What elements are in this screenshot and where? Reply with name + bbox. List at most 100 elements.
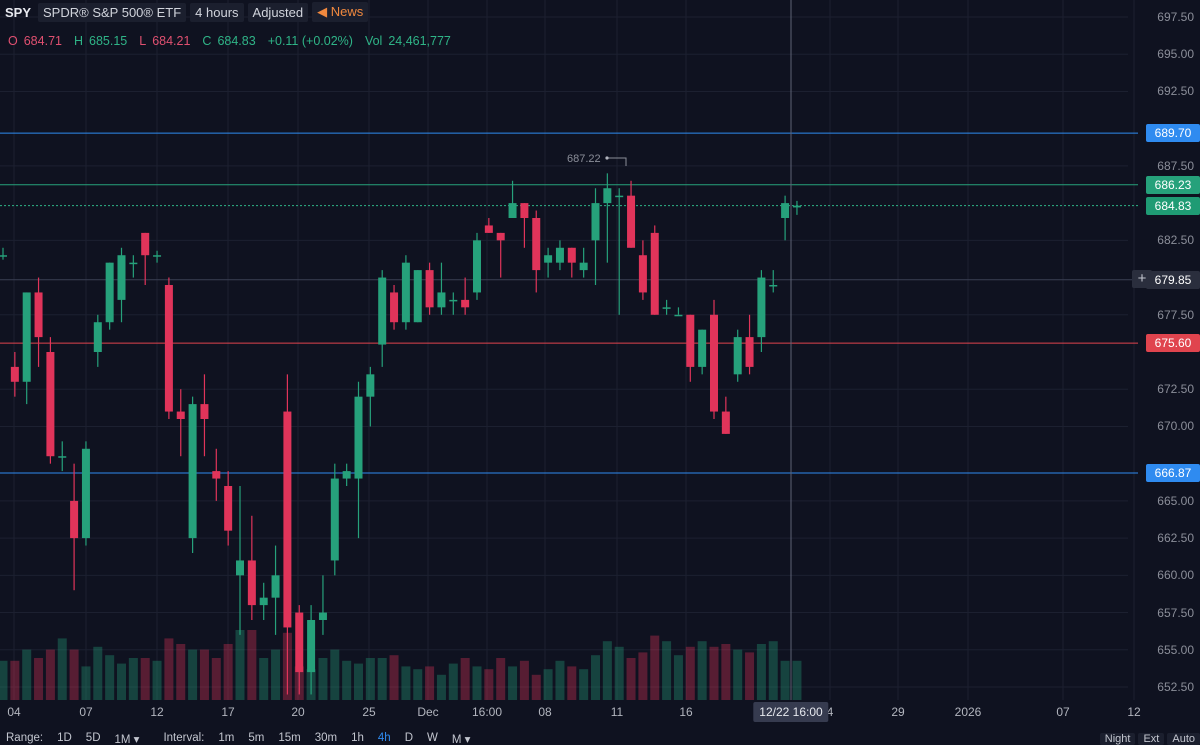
volume-bar [638,652,648,700]
volume-bar [81,666,91,700]
interval-4h[interactable]: 4h [377,732,391,744]
price-axis-label: 670.00 [1157,419,1194,434]
range-5d[interactable]: 5D [85,732,101,744]
candle-body [603,188,612,204]
candle-body [70,500,79,539]
news-button[interactable]: ◀ News [312,2,369,22]
add-alert-plus-icon[interactable]: + [1132,270,1152,288]
candle-body [164,285,173,412]
interval-1h[interactable]: 1h [351,732,364,744]
volume-bar [709,646,719,700]
volume-bar [745,652,755,700]
price-axis-label: 672.50 [1157,382,1194,397]
interval-15m[interactable]: 15m [278,732,301,744]
volume-bar [579,669,589,700]
range-label: Range: [6,732,44,744]
price-axis-label: 655.00 [1157,642,1194,657]
volume-bar [673,655,683,700]
range-1d[interactable]: 1D [57,732,72,744]
time-axis-label: 25 [362,705,376,719]
auto-toggle[interactable]: Auto [1167,733,1200,745]
volume-bar [0,660,8,700]
candle-body [555,247,564,263]
candle-body [117,255,126,300]
price-axis-label: 687.50 [1157,158,1194,173]
volume-bar [188,649,198,700]
crosshair-time-label: 12/22 16:00 [753,702,829,722]
symbol-label[interactable]: SPY [5,4,32,20]
volume-bar [721,644,731,700]
interval-30m[interactable]: 30m [314,732,338,744]
time-axis-label: 12 [1127,705,1141,719]
time-axis-label: 12 [150,705,164,719]
interval-m[interactable]: M ▾ [451,734,471,744]
candle-body [721,411,730,434]
price-axis-label: 692.50 [1157,84,1194,99]
candle-body [318,612,327,620]
candle-body [34,292,43,338]
candle-body [591,203,600,241]
candle-body [437,292,446,308]
time-axis-label: 07 [1056,705,1070,719]
high-marker-label: 687.22 [567,153,601,165]
time-axis-label: 17 [221,705,235,719]
volume-bar [199,649,209,700]
ext-toggle[interactable]: Ext [1138,733,1165,745]
open-value: 684.71 [23,34,62,48]
price-tag: 675.60 [1146,334,1200,353]
candle-body [22,292,31,382]
volume-bar [93,646,103,700]
volume-bar [377,658,387,700]
volume-bar [756,644,766,700]
candle-body [532,218,541,271]
interval-1m[interactable]: 1m [218,732,235,744]
candle-body [792,205,801,208]
volume-bar [389,655,399,700]
candle-body [567,247,576,263]
candle-body [307,620,316,673]
candle-body [757,277,766,338]
volume-bar [365,658,375,700]
volume-bar [117,663,126,700]
night-toggle[interactable]: Night [1099,733,1136,745]
candle-body [58,456,67,458]
interval-chip[interactable]: 4 hours [190,2,244,22]
interval-d[interactable]: D [404,732,413,744]
time-axis-label: 16:00 [471,705,503,719]
candle-body [662,307,671,309]
volume-bar [531,674,541,700]
interval-5m[interactable]: 5m [248,732,265,744]
volume-bar [591,655,600,700]
volume-bar [128,658,138,700]
candle-body [153,255,162,257]
bottom-toolbar: Range: 1D 5D 1M ▾ Interval: 1m 5m 15m 30… [0,732,1200,744]
interval-w[interactable]: W [427,732,438,744]
candle-body [615,195,624,198]
chart-header: SPY SPDR® S&P 500® ETF 4 hours Adjusted … [2,2,369,22]
candle-body [176,411,185,419]
volume-bar [105,655,115,700]
price-tag: 684.83 [1146,196,1200,215]
candle-body [366,374,375,397]
volume-bar [626,658,636,700]
candle-body [627,195,636,248]
news-label: News [330,4,364,19]
high-value: 685.15 [89,34,128,48]
price-tag: 666.87 [1146,464,1200,483]
adjust-chip[interactable]: Adjusted [247,2,309,22]
candle-body [295,612,304,673]
volume-label: Vol [364,34,383,48]
candle-body [781,203,790,218]
ohlc-legend: O 684.71 H 685.15 L 684.21 C 684.83 +0.11 (+… [8,34,451,48]
range-1m[interactable]: 1M ▾ [114,734,140,744]
bottom-right-toggles: Night Ext Auto [1099,733,1200,745]
time-axis-label: Dec [417,705,439,719]
horizontal-lines[interactable] [0,132,1138,474]
symbol-name: SPDR® S&P 500® ETF [38,2,187,22]
volume-bar [602,641,612,700]
volume-value: 24,461,777 [388,34,451,48]
volume-bar [330,649,340,700]
candle-body [733,337,742,375]
volume-bar [235,630,245,700]
